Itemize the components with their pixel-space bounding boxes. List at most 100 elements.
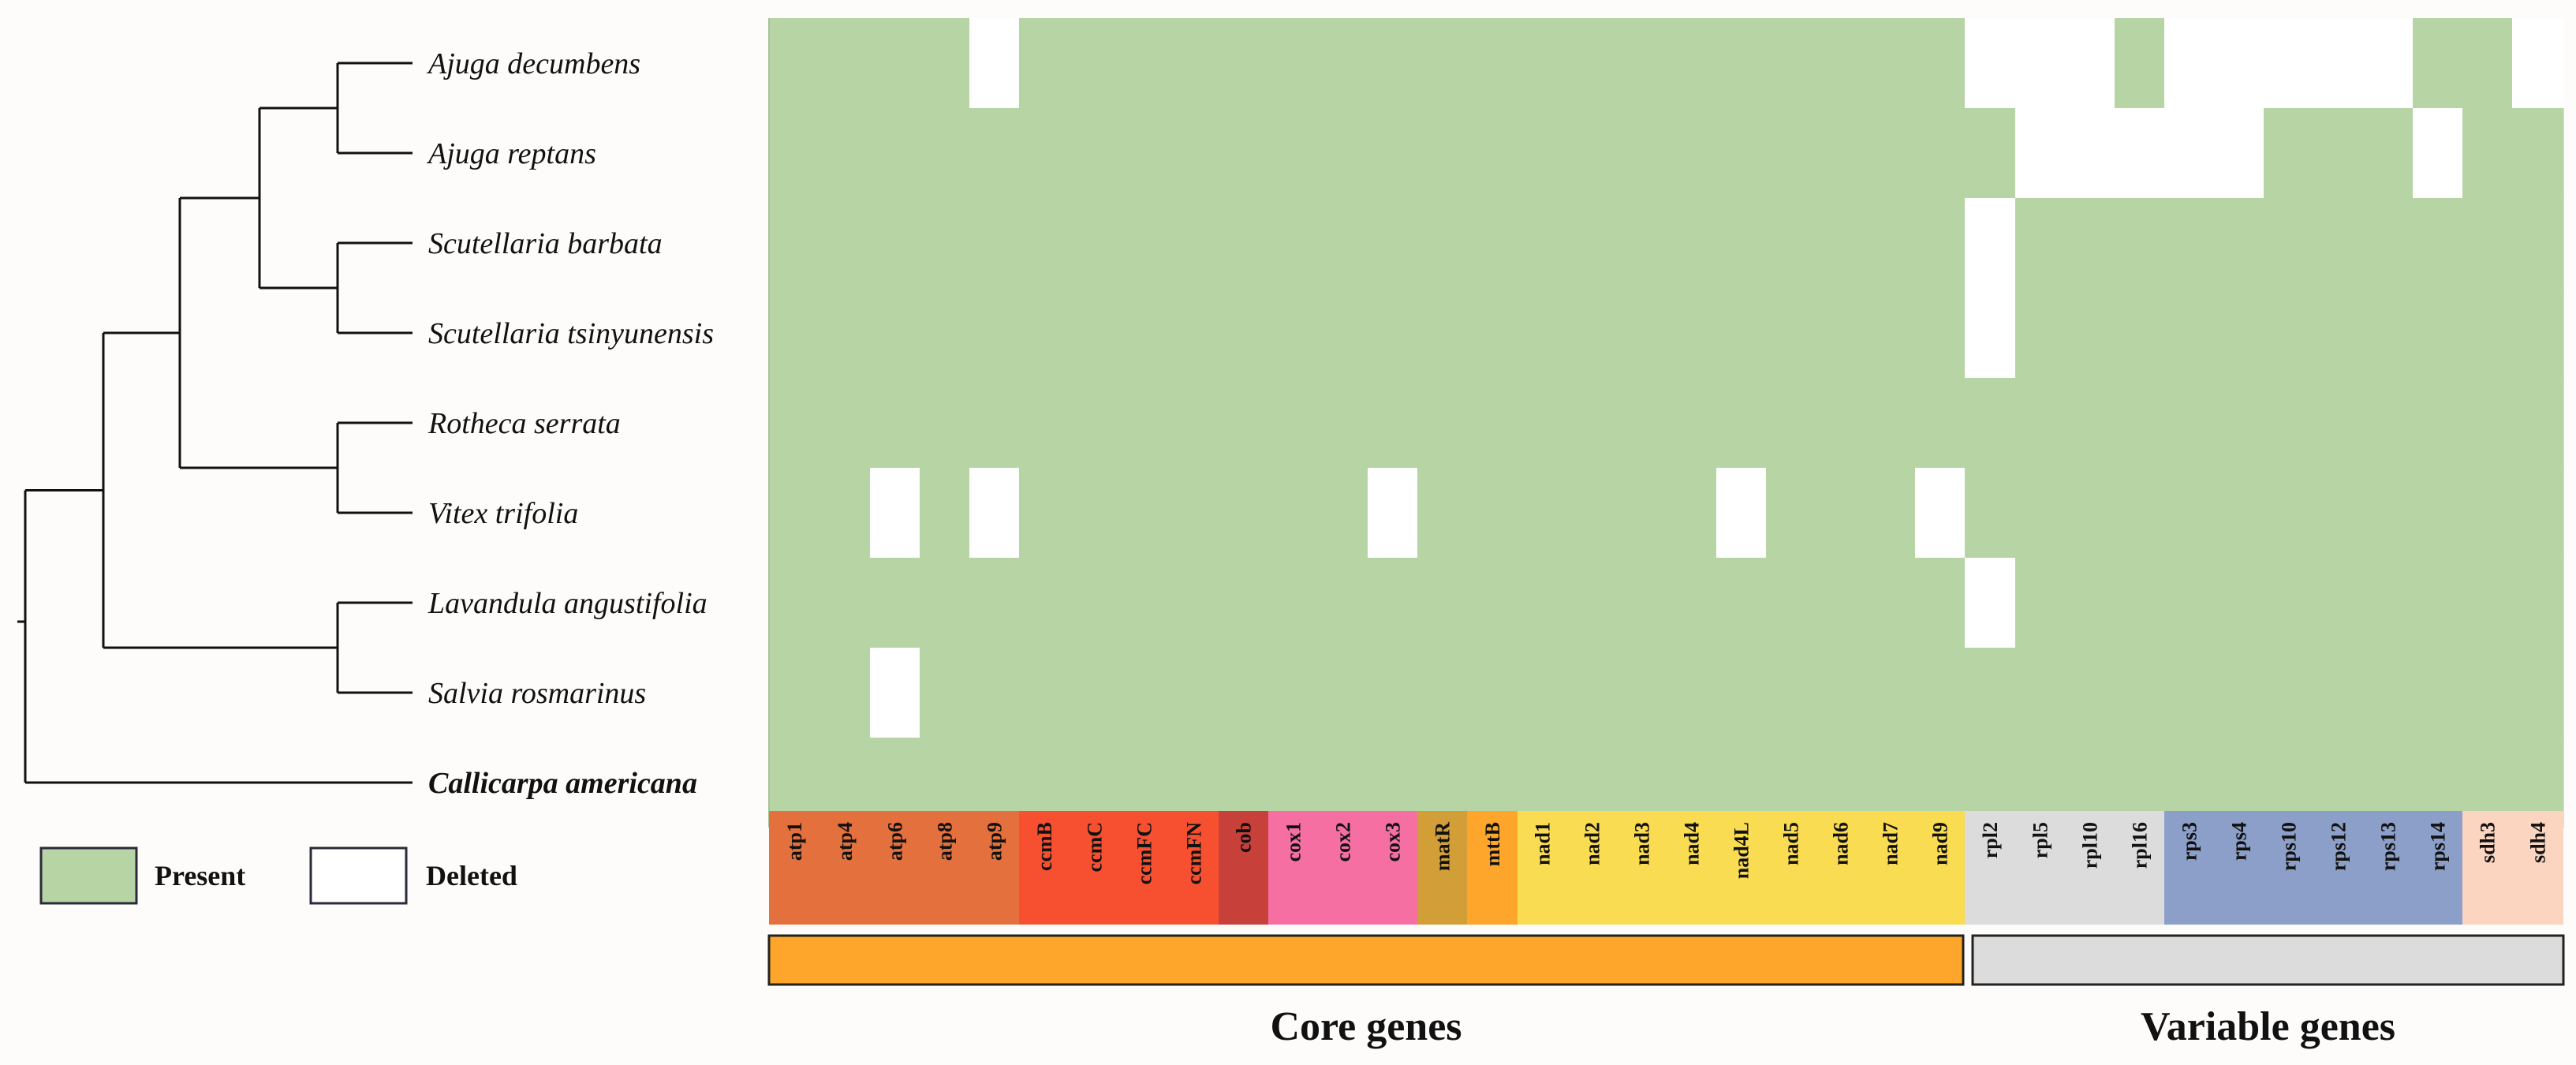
gene-family-block [1019,811,1219,925]
species-label: Salvia rosmarinus [428,677,646,710]
gene-label: nad9 [1929,822,1952,865]
gene-label: atp6 [884,822,907,861]
heat-cell [1915,378,1966,469]
heat-cell [920,468,970,559]
heat-cell [2313,648,2364,738]
heat-cell [2015,558,2066,648]
heat-cell [2313,288,2364,379]
heatmap-grid [768,18,2564,828]
heat-cell [1219,558,1269,648]
gene-label: rpl5 [2029,822,2052,858]
heat-cell [1567,648,1618,738]
heat-cell [1467,378,1518,469]
gene-label: cob [1233,822,1256,853]
heat-cell [1268,108,1319,199]
heat-cell [1716,648,1767,738]
heat-cell [2512,108,2564,199]
heat-cell [1965,648,2016,738]
heat-cell [2512,558,2564,648]
heat-cell [2363,378,2414,469]
heat-cell [1019,378,1070,469]
heat-cell [870,558,920,648]
heat-cell [2363,108,2414,199]
heat-cell [769,378,820,469]
legend-label: Deleted [426,860,517,891]
heat-cell [2164,108,2215,199]
heat-cell [1268,558,1319,648]
heat-cell [1318,468,1368,559]
heat-cell [1219,378,1269,469]
heat-cell [769,468,820,559]
heat-cell [1617,288,1667,379]
heat-cell [1070,288,1120,379]
heat-cell [1070,18,1120,109]
heat-cell [2363,198,2414,289]
heat-cell [2413,648,2463,738]
heat-cell [920,378,970,469]
heat-cell [1268,378,1319,469]
heat-cell [1518,648,1568,738]
heat-cell [2065,288,2115,379]
gene-label: atp8 [934,822,957,861]
heat-cell [2363,288,2414,379]
heat-cell [2264,108,2314,199]
heat-cell [1417,468,1468,559]
gene-label: cox2 [1332,822,1355,862]
gene-family-block [1417,811,1467,925]
heat-cell [1417,198,1468,289]
gene-label: cox3 [1382,822,1405,862]
heat-cell [2413,468,2463,559]
heat-cell [1169,288,1219,379]
species-label: Callicarpa americana [428,767,697,800]
heat-cell [2015,198,2066,289]
heat-cell [1766,468,1816,559]
heat-cell [769,558,820,648]
gene-label: sdh4 [2527,822,2550,863]
heat-cell [1617,468,1667,559]
heat-cell [2214,198,2264,289]
heat-cell [1467,198,1518,289]
heat-cell [1467,648,1518,738]
gene-family-block [1965,811,2164,925]
heat-cell [1119,558,1170,648]
heat-cell [1219,288,1269,379]
heat-cell [2164,288,2215,379]
heat-cell [1467,468,1518,559]
heat-cell [1865,288,1916,379]
heat-cell [2214,108,2264,199]
heat-cell [2015,288,2066,379]
gene-label: rps10 [2278,822,2301,871]
gene-label: mttB [1481,822,1504,866]
heat-cell [1716,378,1767,469]
gene-group-label: Core genes [1270,1004,1462,1049]
heat-cell [2065,378,2115,469]
heat-cell [1119,18,1170,109]
heat-cell [2462,288,2513,379]
heat-cell [2512,378,2564,469]
heat-cell [2264,18,2314,109]
heat-cell [1169,468,1219,559]
heat-cell [1219,468,1269,559]
heat-cell [1019,198,1070,289]
heat-cell [2015,648,2066,738]
heat-cell [2115,558,2165,648]
heat-cell [2512,288,2564,379]
heat-cell [1965,18,2016,109]
gene-label: nad6 [1830,822,1853,865]
heat-cell [819,288,871,379]
heat-cell [1716,198,1767,289]
heat-cell [920,648,970,738]
species-label: Ajuga decumbens [426,47,640,80]
gene-family-block [1467,811,1518,925]
heat-cell [2115,378,2165,469]
heat-cell [2164,198,2215,289]
heat-cell [1667,18,1717,109]
heat-cell [1915,558,1966,648]
heat-cell [1865,108,1916,199]
heat-cell [1119,648,1170,738]
heat-cell [1915,468,1966,559]
heat-cell [819,108,871,199]
gene-family-block [2164,811,2462,925]
heat-cell [969,198,1020,289]
heat-cell [769,108,820,199]
